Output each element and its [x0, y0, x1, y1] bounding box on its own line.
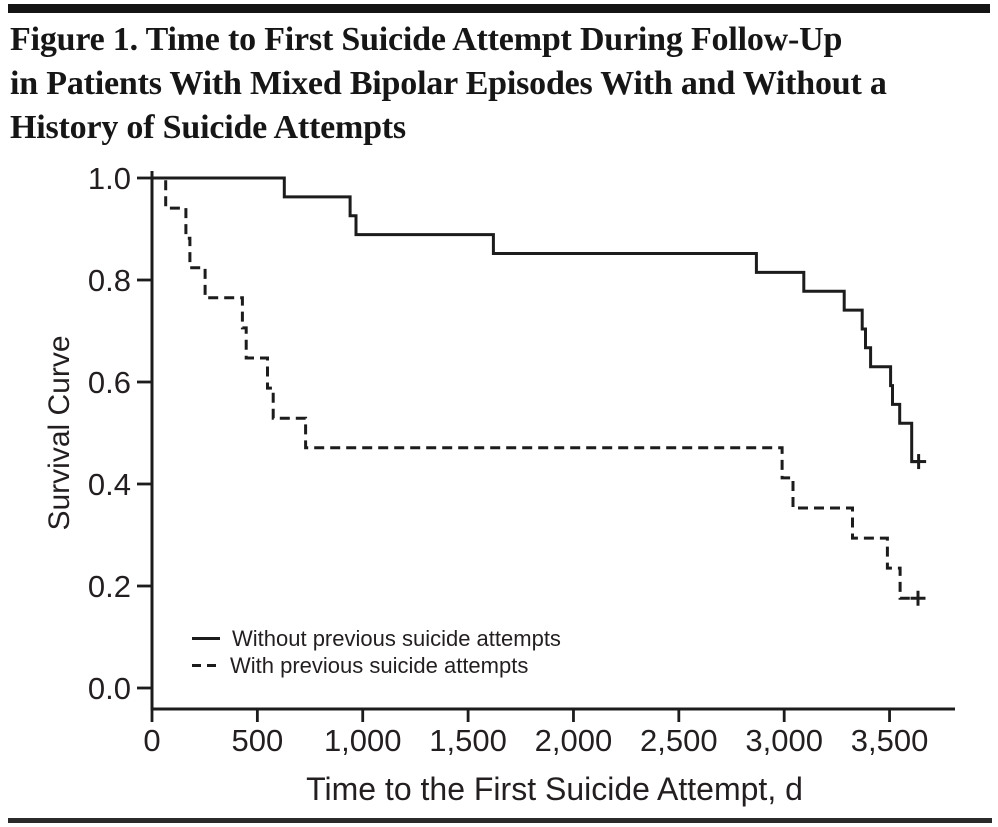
- figure-title-line-3: History of Suicide Attempts: [10, 109, 406, 146]
- legend-label: With previous suicide attempts: [230, 652, 529, 678]
- top-rule: [8, 4, 990, 13]
- x-tick-label: 3,000: [745, 723, 823, 758]
- survival-curve-solid: [152, 176, 920, 464]
- y-tick-label: 0.2: [88, 569, 131, 604]
- survival-curve-dashed: [152, 176, 911, 600]
- bottom-rule: [8, 818, 992, 823]
- x-tick-label: 2,500: [640, 723, 718, 758]
- x-tick-label: 3,500: [851, 723, 929, 758]
- x-tick-label: 2,000: [535, 723, 613, 758]
- x-tick-label: 1,000: [324, 723, 402, 758]
- dashed-line-swatch: [192, 664, 218, 667]
- figure-title-line-2: in Patients With Mixed Bipolar Episodes …: [10, 65, 887, 102]
- legend-row-without-previous-attempts: Without previous suicide attempts: [192, 625, 561, 652]
- y-tick-label: 0.6: [88, 365, 131, 400]
- x-tick-label: 500: [231, 723, 283, 758]
- x-tick-label: 0: [143, 723, 160, 758]
- y-tick-label: 0.4: [88, 467, 131, 502]
- figure-title: Figure 1. Time to First Suicide Attempt …: [10, 18, 994, 150]
- y-axis-title: Survival Curve: [43, 335, 76, 531]
- y-tick-label: 0.0: [88, 671, 131, 706]
- y-tick-label: 0.8: [88, 263, 131, 298]
- figure-title-line-1: Figure 1. Time to First Suicide Attempt …: [10, 21, 843, 58]
- y-tick-label: 1.0: [88, 161, 131, 196]
- legend-label: Without previous suicide attempts: [232, 625, 561, 651]
- solid-line-swatch: [192, 637, 220, 640]
- x-axis-title: Time to the First Suicide Attempt, d: [306, 771, 803, 807]
- x-tick-label: 1,500: [429, 723, 507, 758]
- legend-row-with-previous-attempts: With previous suicide attempts: [192, 652, 561, 679]
- legend: Without previous suicide attempts With p…: [192, 625, 561, 679]
